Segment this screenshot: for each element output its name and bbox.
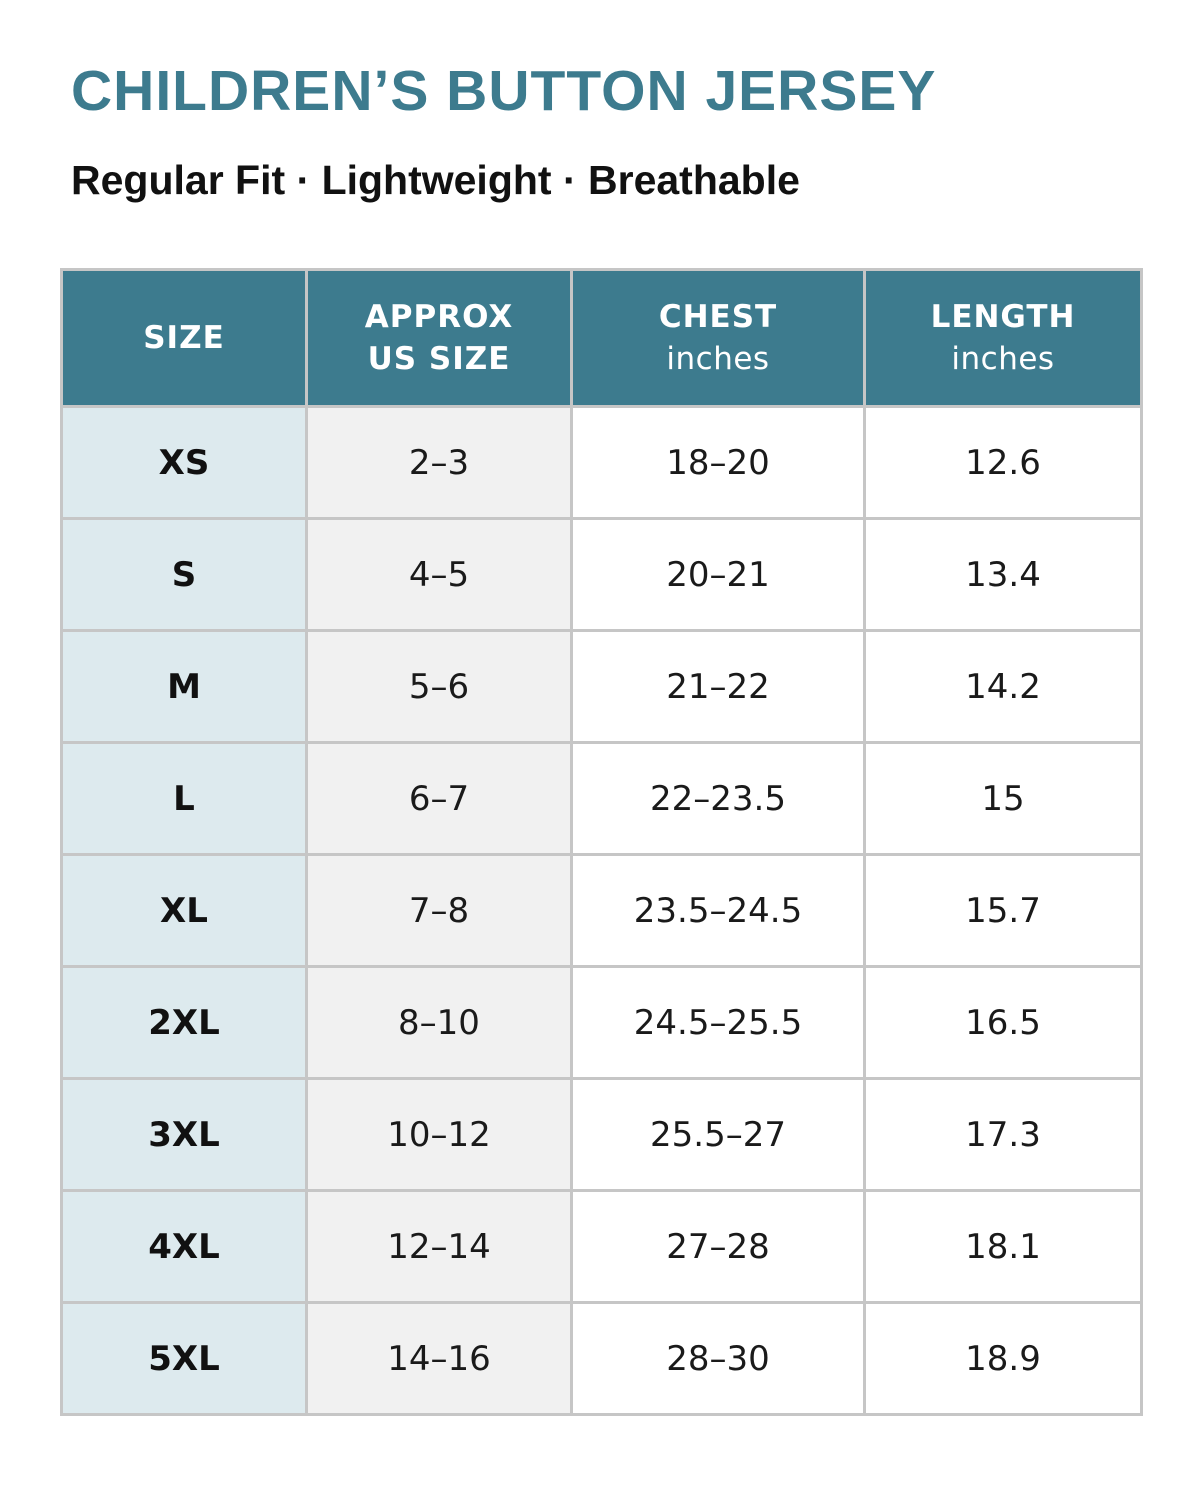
header-chest-label: CHEST (658, 299, 778, 335)
size-cell: XS (60, 405, 308, 520)
us-size-cell: 2–3 (305, 405, 573, 520)
us-size-cell: 12–14 (305, 1189, 573, 1304)
length-cell: 13.4 (863, 517, 1143, 632)
size-cell: XL (60, 853, 308, 968)
us-size-cell: 5–6 (305, 629, 573, 744)
chest-cell: 20–21 (570, 517, 866, 632)
table-row: 4XL 12–14 27–28 18.1 (60, 1189, 1143, 1304)
length-cell: 18.9 (863, 1301, 1143, 1416)
header-us-size-line2: US SIZE (367, 341, 511, 377)
chest-cell: 18–20 (570, 405, 866, 520)
us-size-cell: 7–8 (305, 853, 573, 968)
length-cell: 15 (863, 741, 1143, 856)
length-cell: 16.5 (863, 965, 1143, 1080)
size-cell: S (60, 517, 308, 632)
length-cell: 15.7 (863, 853, 1143, 968)
header-length-label: LENGTH (930, 299, 1076, 335)
us-size-cell: 10–12 (305, 1077, 573, 1192)
length-cell: 14.2 (863, 629, 1143, 744)
chest-cell: 21–22 (570, 629, 866, 744)
size-cell: 3XL (60, 1077, 308, 1192)
header-size-label: SIZE (143, 320, 225, 356)
header-length: LENGTH inches (863, 268, 1143, 408)
chest-cell: 25.5–27 (570, 1077, 866, 1192)
table-row: M 5–6 21–22 14.2 (60, 629, 1143, 744)
header-us-size: APPROX US SIZE (305, 268, 573, 408)
size-cell: 2XL (60, 965, 308, 1080)
table-row: 5XL 14–16 28–30 18.9 (60, 1301, 1143, 1416)
table-row: L 6–7 22–23.5 15 (60, 741, 1143, 856)
size-cell: 4XL (60, 1189, 308, 1304)
chest-cell: 23.5–24.5 (570, 853, 866, 968)
us-size-cell: 14–16 (305, 1301, 573, 1416)
size-cell: 5XL (60, 1301, 308, 1416)
header-size: SIZE (60, 268, 308, 408)
header-chest: CHEST inches (570, 268, 866, 408)
chest-cell: 27–28 (570, 1189, 866, 1304)
length-cell: 18.1 (863, 1189, 1143, 1304)
table-row: XL 7–8 23.5–24.5 15.7 (60, 853, 1143, 968)
us-size-cell: 6–7 (305, 741, 573, 856)
header-us-size-line1: APPROX (364, 299, 514, 335)
page-title: CHILDREN’S BUTTON JERSEY (71, 59, 937, 123)
page-subtitle: Regular Fit · Lightweight · Breathable (71, 157, 800, 203)
length-cell: 17.3 (863, 1077, 1143, 1192)
table-row: 2XL 8–10 24.5–25.5 16.5 (60, 965, 1143, 1080)
size-cell: L (60, 741, 308, 856)
table-body: XS 2–3 18–20 12.6 S 4–5 20–21 13.4 M 5–6 21–22 14.2… (60, 405, 1143, 1416)
size-chart-table: SIZE APPROX US SIZE CHEST inches LENGTH … (60, 268, 1143, 1416)
table-row: S 4–5 20–21 13.4 (60, 517, 1143, 632)
chest-cell: 28–30 (570, 1301, 866, 1416)
table-row: 3XL 10–12 25.5–27 17.3 (60, 1077, 1143, 1192)
header-length-unit: inches (951, 341, 1055, 377)
chest-cell: 22–23.5 (570, 741, 866, 856)
us-size-cell: 4–5 (305, 517, 573, 632)
length-cell: 12.6 (863, 405, 1143, 520)
table-header: SIZE APPROX US SIZE CHEST inches LENGTH … (60, 268, 1143, 408)
table-row: XS 2–3 18–20 12.6 (60, 405, 1143, 520)
header-chest-unit: inches (666, 341, 770, 377)
size-cell: M (60, 629, 308, 744)
header-row: SIZE APPROX US SIZE CHEST inches LENGTH … (60, 268, 1143, 408)
chest-cell: 24.5–25.5 (570, 965, 866, 1080)
us-size-cell: 8–10 (305, 965, 573, 1080)
